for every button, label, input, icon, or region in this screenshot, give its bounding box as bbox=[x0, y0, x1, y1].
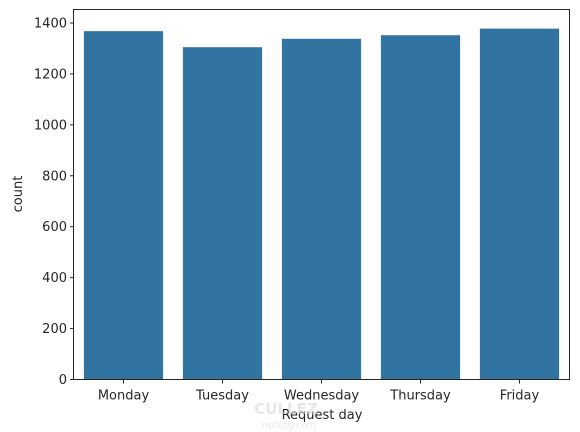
y-tick-label: 1200 bbox=[34, 67, 67, 82]
bars-group bbox=[83, 28, 560, 380]
bar-friday bbox=[479, 28, 560, 380]
y-tick-label: 1000 bbox=[34, 118, 67, 133]
y-axis-label: count bbox=[11, 176, 26, 213]
y-tick-label: 0 bbox=[59, 373, 67, 388]
y-tick-label: 800 bbox=[42, 169, 67, 184]
y-tick-label: 400 bbox=[42, 271, 67, 286]
x-axis-ticks: Monday Tuesday Wednesday Thursday Friday bbox=[98, 379, 540, 404]
watermark-logo: CULLEZ bbox=[254, 400, 318, 418]
y-axis-ticks: 0 200 400 600 800 1000 1200 1400 bbox=[34, 16, 74, 388]
x-tick-label: Thursday bbox=[389, 389, 451, 404]
x-tick-label: Wednesday bbox=[284, 389, 360, 404]
y-tick-label: 200 bbox=[42, 322, 67, 337]
bar-monday bbox=[83, 31, 164, 380]
y-tick-label: 1400 bbox=[34, 16, 67, 31]
y-tick-label: 600 bbox=[42, 220, 67, 235]
x-tick-label: Monday bbox=[98, 389, 150, 404]
x-tick-label: Friday bbox=[500, 389, 540, 404]
watermark-url: nofezly.com bbox=[262, 421, 315, 431]
bar-tuesday bbox=[182, 47, 263, 380]
bar-thursday bbox=[380, 35, 461, 380]
x-axis-label: Request day bbox=[282, 408, 363, 423]
bar-wednesday bbox=[281, 38, 362, 380]
x-tick-label: Tuesday bbox=[195, 389, 249, 404]
